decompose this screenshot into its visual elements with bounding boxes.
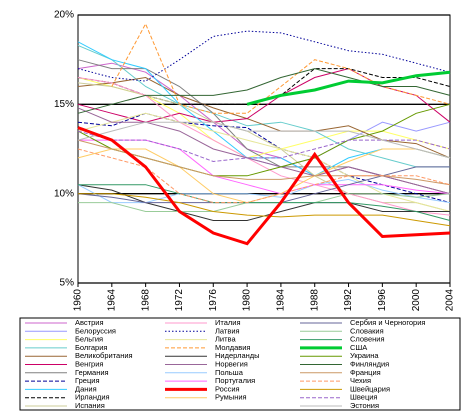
y-tick-label: 5% bbox=[60, 278, 75, 289]
legend-label: Румыния bbox=[215, 393, 247, 402]
legend-label: Молдавия bbox=[215, 343, 251, 352]
legend-label: Великобритания bbox=[75, 351, 133, 360]
legend: АвстрияБелоруссияБельгияБолгарияВеликобр… bbox=[25, 318, 425, 410]
series-line bbox=[77, 130, 451, 163]
legend-label: Болгария bbox=[75, 343, 107, 352]
x-tick-label: 1992 bbox=[343, 289, 354, 312]
series-line bbox=[111, 22, 451, 114]
series-line bbox=[78, 184, 451, 221]
series-line bbox=[77, 112, 451, 212]
x-tick-label: 1984 bbox=[276, 289, 287, 312]
legend-label: Испания bbox=[75, 401, 105, 410]
x-tick-label: 1980 bbox=[242, 289, 253, 312]
legend-label: Швеция bbox=[350, 393, 378, 402]
x-tick-label: 1968 bbox=[140, 289, 151, 312]
x-tick-label: 1996 bbox=[377, 289, 388, 312]
series-line bbox=[77, 139, 451, 186]
legend-label: Норвегия bbox=[215, 359, 248, 368]
series-line bbox=[77, 178, 451, 204]
legend-label: Эстония bbox=[350, 401, 379, 410]
x-tick-label: 1976 bbox=[208, 289, 219, 312]
legend-label: Дания bbox=[75, 384, 97, 393]
legend-label: Швейцария bbox=[350, 384, 390, 393]
legend-label: Россия bbox=[215, 384, 240, 393]
legend-label: Чехия bbox=[350, 376, 371, 385]
legend-label: Финляндия bbox=[350, 359, 389, 368]
legend-label: Германия bbox=[75, 368, 109, 377]
series-line bbox=[77, 148, 451, 204]
y-tick-label: 15% bbox=[54, 99, 74, 110]
legend-label: Франция bbox=[350, 368, 381, 377]
series-line bbox=[77, 126, 451, 246]
x-tick-label: 1988 bbox=[309, 289, 320, 312]
series-line bbox=[246, 70, 451, 106]
x-tick-label: 1972 bbox=[174, 289, 185, 312]
legend-label: США bbox=[350, 343, 367, 352]
legend-label: Греция bbox=[75, 376, 100, 385]
series-line bbox=[77, 68, 451, 105]
legend-label: Словакия bbox=[350, 326, 384, 335]
y-tick-label: 20% bbox=[54, 10, 74, 21]
x-tick-label: 1964 bbox=[106, 289, 117, 312]
x-tick-label: 2004 bbox=[445, 289, 456, 312]
legend-label: Ирландия bbox=[75, 393, 110, 402]
series-line bbox=[77, 121, 451, 159]
legend-label: Польша bbox=[215, 368, 244, 377]
series-line bbox=[77, 76, 451, 159]
y-tick-label: 10% bbox=[54, 188, 74, 199]
x-tick-label: 2000 bbox=[411, 289, 422, 312]
legend-label: Италия bbox=[215, 318, 241, 327]
legend-label: Белоруссия bbox=[75, 326, 116, 335]
series-line bbox=[78, 193, 451, 227]
x-tick-label: 1960 bbox=[73, 289, 84, 312]
legend-label: Литва bbox=[215, 335, 236, 344]
series-line bbox=[77, 82, 451, 212]
legend-label: Бельгия bbox=[75, 335, 103, 344]
legend-label: Сербия и Черногория bbox=[350, 318, 425, 327]
series-line bbox=[77, 44, 450, 168]
legend-label: Австрия bbox=[75, 318, 104, 327]
legend-box bbox=[19, 317, 461, 411]
series-line bbox=[77, 68, 451, 114]
legend-label: Венгрия bbox=[75, 359, 103, 368]
legend-label: Португалия bbox=[215, 376, 255, 385]
legend-label: Словения bbox=[350, 335, 385, 344]
legend-label: Нидерланды bbox=[215, 351, 260, 360]
series-line bbox=[77, 107, 451, 195]
series-line bbox=[77, 30, 451, 82]
legend-label: Латвия bbox=[215, 326, 240, 335]
series-line bbox=[77, 77, 451, 216]
legend-label: Украина bbox=[350, 351, 379, 360]
series-line bbox=[77, 112, 451, 204]
